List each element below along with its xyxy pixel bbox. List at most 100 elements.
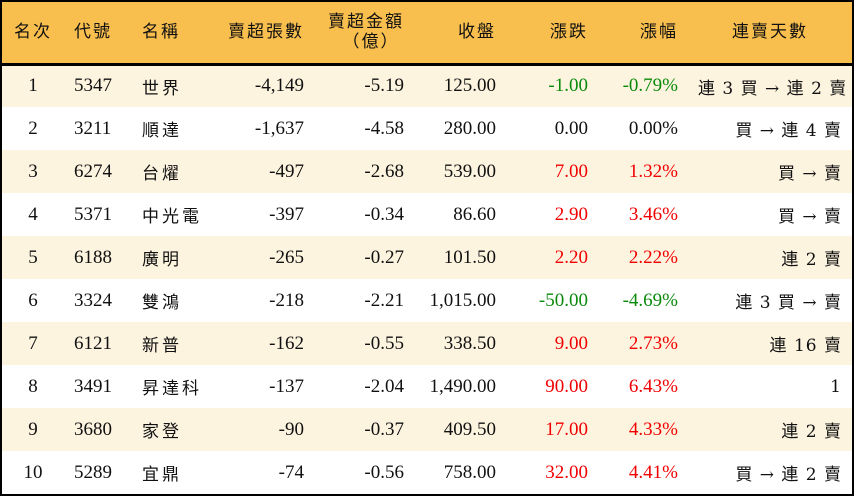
- streak-cell: 連 3 買 → 賣: [735, 293, 842, 313]
- streak-cell: 連 3 買 → 連 2 賣: [698, 78, 848, 99]
- net-sell-lots-cell: -74: [278, 461, 304, 483]
- header-streak: 連賣天數: [732, 22, 808, 43]
- table-row: 10 5289 宜鼎 -74 -0.56 758.00 32.00 4.41% …: [2, 451, 852, 494]
- header-net-sell-lots: 賣超張數: [228, 22, 304, 43]
- net-sell-amount-cell: -5.19: [364, 75, 404, 97]
- table-row: 3 6274 台燿 -497 -2.68 539.00 7.00 1.32% 買…: [2, 150, 852, 193]
- streak-cell: 連 16 賣: [769, 336, 842, 356]
- net-sell-lots-cell: -1,637: [254, 117, 304, 139]
- header-rank: 名次: [14, 22, 52, 43]
- code-cell: 3324: [74, 289, 112, 311]
- net-sell-lots-cell: -137: [269, 375, 304, 397]
- table-row: 8 3491 昇達科 -137 -2.04 1,490.00 90.00 6.4…: [2, 365, 852, 408]
- change-pct-cell: 4.33%: [628, 418, 678, 440]
- table-header-row: 名次 代號 名稱 賣超張數 賣超金額 （億） 收盤 漲跌 漲幅 連賣天數: [2, 2, 852, 64]
- change-cell: -50.00: [538, 289, 588, 311]
- name-cell: 台燿: [142, 164, 182, 184]
- net-sell-amount-cell: -0.27: [364, 246, 404, 268]
- streak-cell: 買 → 連 2 賣: [735, 465, 842, 485]
- streak-cell: 買 → 連 4 賣: [735, 121, 842, 141]
- name-cell: 昇達科: [142, 379, 202, 399]
- change-pct-cell: 3.46%: [628, 203, 678, 225]
- change-cell: -1.00: [548, 75, 588, 97]
- code-cell: 6121: [74, 332, 112, 354]
- change-pct-cell: 6.43%: [628, 375, 678, 397]
- net-sell-amount-cell: -2.68: [364, 160, 404, 182]
- change-pct-cell: 1.32%: [628, 160, 678, 182]
- header-code: 代號: [74, 22, 112, 43]
- rank-cell: 1: [28, 75, 38, 97]
- net-sell-lots-cell: -497: [269, 160, 304, 182]
- net-sell-amount-cell: -0.37: [364, 418, 404, 440]
- name-cell: 宜鼎: [142, 465, 182, 485]
- close-cell: 758.00: [443, 461, 496, 483]
- header-close: 收盤: [458, 22, 496, 43]
- change-cell: 17.00: [545, 418, 588, 440]
- net-sell-lots-cell: -397: [269, 203, 304, 225]
- close-cell: 409.50: [443, 418, 496, 440]
- table-row: 2 3211 順達 -1,637 -4.58 280.00 0.00 0.00%…: [2, 107, 852, 150]
- code-cell: 6188: [74, 246, 112, 268]
- net-sell-lots-cell: -265: [269, 246, 304, 268]
- net-sell-lots-cell: -218: [269, 289, 304, 311]
- change-cell: 32.00: [545, 461, 588, 483]
- close-cell: 101.50: [443, 246, 496, 268]
- code-cell: 5347: [74, 75, 112, 97]
- change-pct-cell: 2.22%: [628, 246, 678, 268]
- net-sell-amount-cell: -0.34: [364, 203, 404, 225]
- name-cell: 家登: [142, 422, 182, 442]
- name-cell: 順達: [142, 121, 182, 141]
- code-cell: 3491: [74, 375, 112, 397]
- rank-cell: 9: [28, 418, 38, 440]
- rank-cell: 10: [23, 461, 43, 483]
- name-cell: 中光電: [142, 207, 202, 227]
- header-net-sell-amount: 賣超金額 （億）: [314, 2, 414, 64]
- streak-cell: 連 2 賣: [781, 422, 842, 442]
- change-pct-cell: -4.69%: [622, 289, 678, 311]
- change-cell: 9.00: [554, 332, 588, 354]
- table-row: 7 6121 新普 -162 -0.55 338.50 9.00 2.73% 連…: [2, 322, 852, 365]
- name-cell: 世界: [142, 78, 182, 99]
- table-row: 4 5371 中光電 -397 -0.34 86.60 2.90 3.46% 買…: [2, 193, 852, 236]
- net-sell-amount-cell: -0.56: [364, 461, 404, 483]
- code-cell: 3211: [74, 117, 112, 139]
- rank-cell: 8: [28, 375, 38, 397]
- close-cell: 1,015.00: [429, 289, 497, 311]
- rank-cell: 3: [28, 160, 38, 182]
- rank-cell: 6: [28, 289, 38, 311]
- streak-cell: 買 → 賣: [777, 164, 842, 184]
- net-sell-amount-cell: -0.55: [364, 332, 404, 354]
- net-sell-lots-cell: -4,149: [254, 75, 304, 97]
- code-cell: 5289: [74, 461, 112, 483]
- change-pct-cell: 4.41%: [628, 461, 678, 483]
- change-pct-cell: -0.79%: [622, 75, 678, 97]
- name-cell: 廣明: [142, 250, 182, 270]
- change-pct-cell: 0.00%: [628, 117, 678, 139]
- change-cell: 90.00: [545, 375, 588, 397]
- close-cell: 1,490.00: [429, 375, 497, 397]
- close-cell: 280.00: [443, 117, 496, 139]
- code-cell: 3680: [74, 418, 112, 440]
- rank-cell: 5: [28, 246, 38, 268]
- rank-cell: 7: [28, 332, 38, 354]
- header-net-sell-amount-line1: 賣超金額: [328, 12, 404, 33]
- code-cell: 6274: [74, 160, 112, 182]
- close-cell: 86.60: [453, 203, 496, 225]
- net-sell-lots-cell: -90: [278, 418, 304, 440]
- header-change: 漲跌: [550, 22, 588, 43]
- streak-cell: 買 → 賣: [777, 207, 842, 227]
- change-cell: 7.00: [554, 160, 588, 182]
- header-change-pct: 漲幅: [640, 22, 678, 43]
- table-row: 1 5347 世界 -4,149 -5.19 125.00 -1.00 -0.7…: [2, 64, 852, 107]
- close-cell: 125.00: [443, 75, 496, 97]
- close-cell: 539.00: [443, 160, 496, 182]
- net-sell-amount-cell: -2.21: [364, 289, 404, 311]
- net-sell-amount-cell: -4.58: [364, 117, 404, 139]
- close-cell: 338.50: [443, 332, 496, 354]
- net-sell-amount-cell: -2.04: [364, 375, 404, 397]
- table-row: 5 6188 廣明 -265 -0.27 101.50 2.20 2.22% 連…: [2, 236, 852, 279]
- name-cell: 雙鴻: [142, 293, 182, 313]
- change-cell: 2.90: [554, 203, 588, 225]
